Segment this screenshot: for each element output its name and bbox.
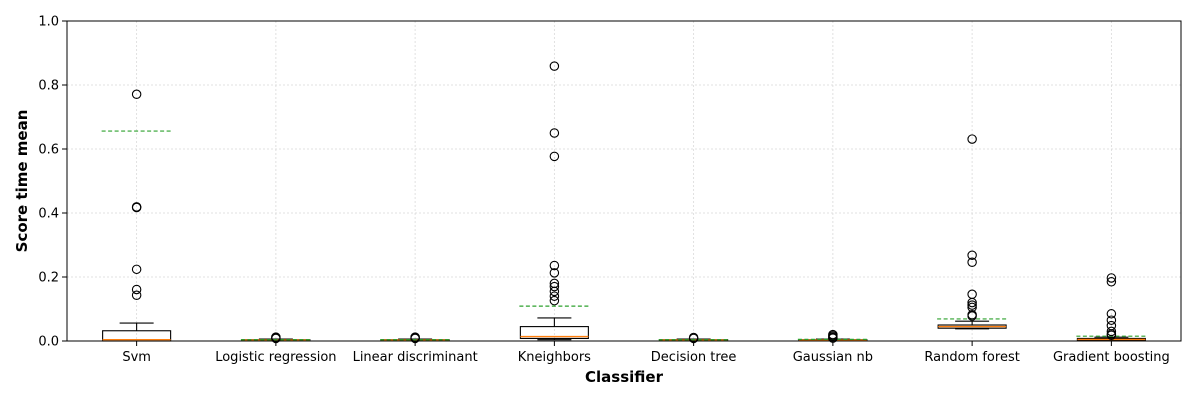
x-tick-label: Gaussian nb xyxy=(793,350,873,365)
outlier-point xyxy=(967,311,977,321)
outlier-point xyxy=(967,300,977,310)
y-tick-label: 0.2 xyxy=(38,271,59,286)
outlier-point xyxy=(549,286,560,297)
box-group xyxy=(1076,273,1147,342)
outlier-point xyxy=(549,268,560,278)
x-tick-label: Linear discriminant xyxy=(353,350,478,365)
y-tick-label: 1.0 xyxy=(38,15,59,30)
x-tick-label: Random forest xyxy=(924,350,1019,365)
x-tick-label: Kneighbors xyxy=(518,350,591,365)
outlier-point xyxy=(131,284,142,295)
x-tick-label: Svm xyxy=(122,350,151,365)
x-tick-label: Decision tree xyxy=(651,350,737,365)
outlier-point xyxy=(549,291,560,301)
outlier-point xyxy=(967,297,977,308)
outlier-point xyxy=(549,295,560,306)
outlier-point xyxy=(1106,326,1117,337)
outlier-point xyxy=(1106,315,1117,325)
outlier-point xyxy=(131,202,142,213)
boxes xyxy=(101,61,1147,344)
outlier-point xyxy=(1106,330,1117,340)
outlier-point xyxy=(1106,273,1117,283)
box-group xyxy=(519,61,590,341)
x-axis-title: Classifier xyxy=(585,368,664,386)
y-tick-label: 0.6 xyxy=(38,143,59,158)
outlier-point xyxy=(967,250,977,260)
outlier-point xyxy=(549,128,560,138)
outlier-point xyxy=(131,264,142,275)
plot-frame xyxy=(66,20,1182,342)
y-tick-label: 0.0 xyxy=(38,335,59,350)
y-axis: 0.0 0.2 0.4 0.6 0.8 1.0 xyxy=(38,15,67,350)
outlier-point xyxy=(549,260,560,271)
y-axis-title: Score time mean xyxy=(13,110,31,253)
x-tick-label: Logistic regression xyxy=(215,350,336,365)
box xyxy=(519,326,589,339)
outlier-point xyxy=(828,329,838,340)
x-axis: Svm Logistic regression Linear discriminan… xyxy=(122,341,1170,365)
outlier-point xyxy=(549,61,560,71)
outlier-point xyxy=(967,134,977,144)
x-tick-label: Gradient boosting xyxy=(1053,350,1170,365)
y-tick-label: 0.4 xyxy=(38,207,59,222)
y-tick-label: 0.8 xyxy=(38,79,59,94)
outlier-point xyxy=(131,290,142,300)
outlier-point xyxy=(131,89,142,100)
outlier-point xyxy=(967,257,977,268)
outlier-point xyxy=(1106,309,1117,319)
outlier-point xyxy=(1106,277,1117,287)
grid xyxy=(67,20,1181,342)
box-group xyxy=(937,134,1008,330)
box-group xyxy=(101,89,172,342)
outlier-point xyxy=(549,151,560,162)
outlier-point xyxy=(549,281,560,292)
